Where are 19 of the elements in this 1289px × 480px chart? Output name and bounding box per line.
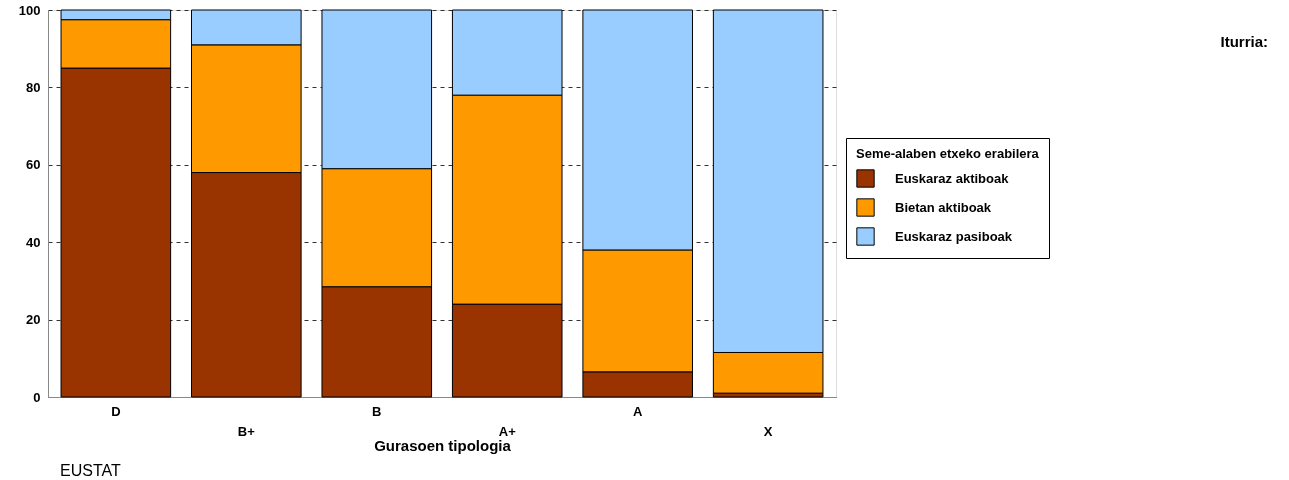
y-tick-label: 60	[26, 157, 41, 173]
x-tick-label: B	[372, 403, 382, 419]
y-tick-label: 20	[26, 312, 41, 328]
x-tick-label: A	[633, 403, 643, 419]
legend-label: Euskaraz aktiboak	[895, 170, 1010, 186]
y-tick-label: 80	[26, 79, 41, 95]
text: EUSTAT	[60, 462, 121, 479]
x-tick-label: B+	[237, 423, 256, 439]
x-tick-label: A+	[498, 423, 517, 439]
x-tick-label: D	[111, 403, 121, 419]
x-axis-title: Gurasoen tipologia	[374, 436, 512, 454]
text: Iturria:	[1220, 33, 1268, 50]
y-tick-label: 40	[26, 234, 41, 250]
y-tick-label: 0	[33, 389, 41, 405]
x-tick-label: X	[763, 423, 773, 439]
y-tick-label: 100	[18, 2, 41, 18]
legend-label: Bietan aktiboak	[895, 199, 992, 215]
legend-label: Euskaraz pasiboak	[895, 228, 1013, 244]
legend-title: Seme-alaben etxeko erabilera	[856, 146, 1040, 161]
